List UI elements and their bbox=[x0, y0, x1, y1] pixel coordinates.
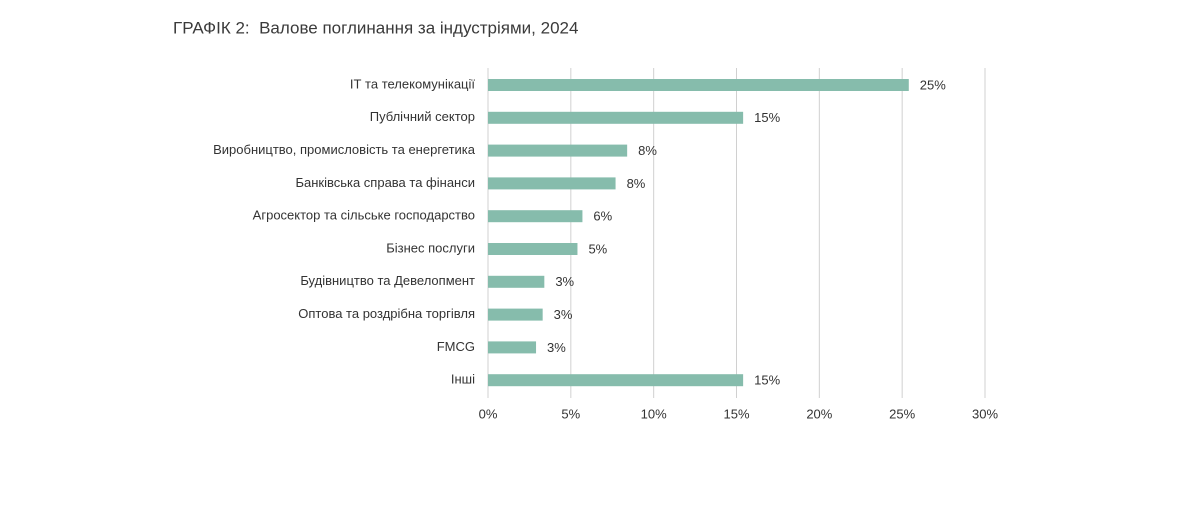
x-tick-label: 20% bbox=[806, 406, 832, 421]
y-tick-label: Публічний сектор bbox=[370, 109, 475, 124]
x-tick-label: 15% bbox=[723, 406, 749, 421]
value-label: 5% bbox=[588, 241, 607, 256]
bar bbox=[488, 308, 543, 321]
value-label: 8% bbox=[627, 176, 646, 191]
value-label: 15% bbox=[754, 373, 780, 388]
x-tick-label: 0% bbox=[479, 406, 498, 421]
value-label: 3% bbox=[554, 307, 573, 322]
y-tick-label: Бізнес послуги bbox=[386, 240, 475, 255]
y-tick-label: FMCG bbox=[437, 339, 475, 354]
bar bbox=[488, 79, 909, 91]
y-tick-label: Агросектор та сільське господарство bbox=[253, 208, 475, 223]
x-tick-label: 30% bbox=[972, 406, 998, 421]
value-label: 3% bbox=[555, 274, 574, 289]
x-tick-label: 25% bbox=[889, 406, 915, 421]
value-label: 8% bbox=[638, 143, 657, 158]
x-tick-label: 5% bbox=[561, 406, 580, 421]
y-tick-label: Банківська справа та фінанси bbox=[295, 175, 475, 190]
y-tick-label: ІТ та телекомунікації bbox=[350, 76, 475, 91]
bar bbox=[488, 243, 578, 255]
y-tick-label: Виробництво, промисловість та енергетика bbox=[213, 142, 476, 157]
y-tick-label: Інші bbox=[451, 372, 475, 387]
value-label: 15% bbox=[754, 110, 780, 125]
bar bbox=[488, 341, 537, 354]
value-label: 3% bbox=[547, 340, 566, 355]
value-label: 25% bbox=[920, 77, 946, 92]
bar bbox=[488, 111, 744, 124]
y-tick-label: Будівництво та Девелопмент bbox=[300, 273, 475, 288]
bar bbox=[488, 177, 616, 190]
x-tick-label: 10% bbox=[641, 406, 667, 421]
y-tick-label: Оптова та роздрібна торгівля bbox=[298, 306, 475, 321]
bar bbox=[488, 144, 628, 157]
bar bbox=[488, 374, 744, 387]
value-label: 6% bbox=[593, 209, 612, 224]
bar bbox=[488, 210, 583, 223]
chart-title: ГРАФІК 2: Валове поглинання за індустрія… bbox=[173, 18, 578, 37]
bar bbox=[488, 275, 545, 288]
